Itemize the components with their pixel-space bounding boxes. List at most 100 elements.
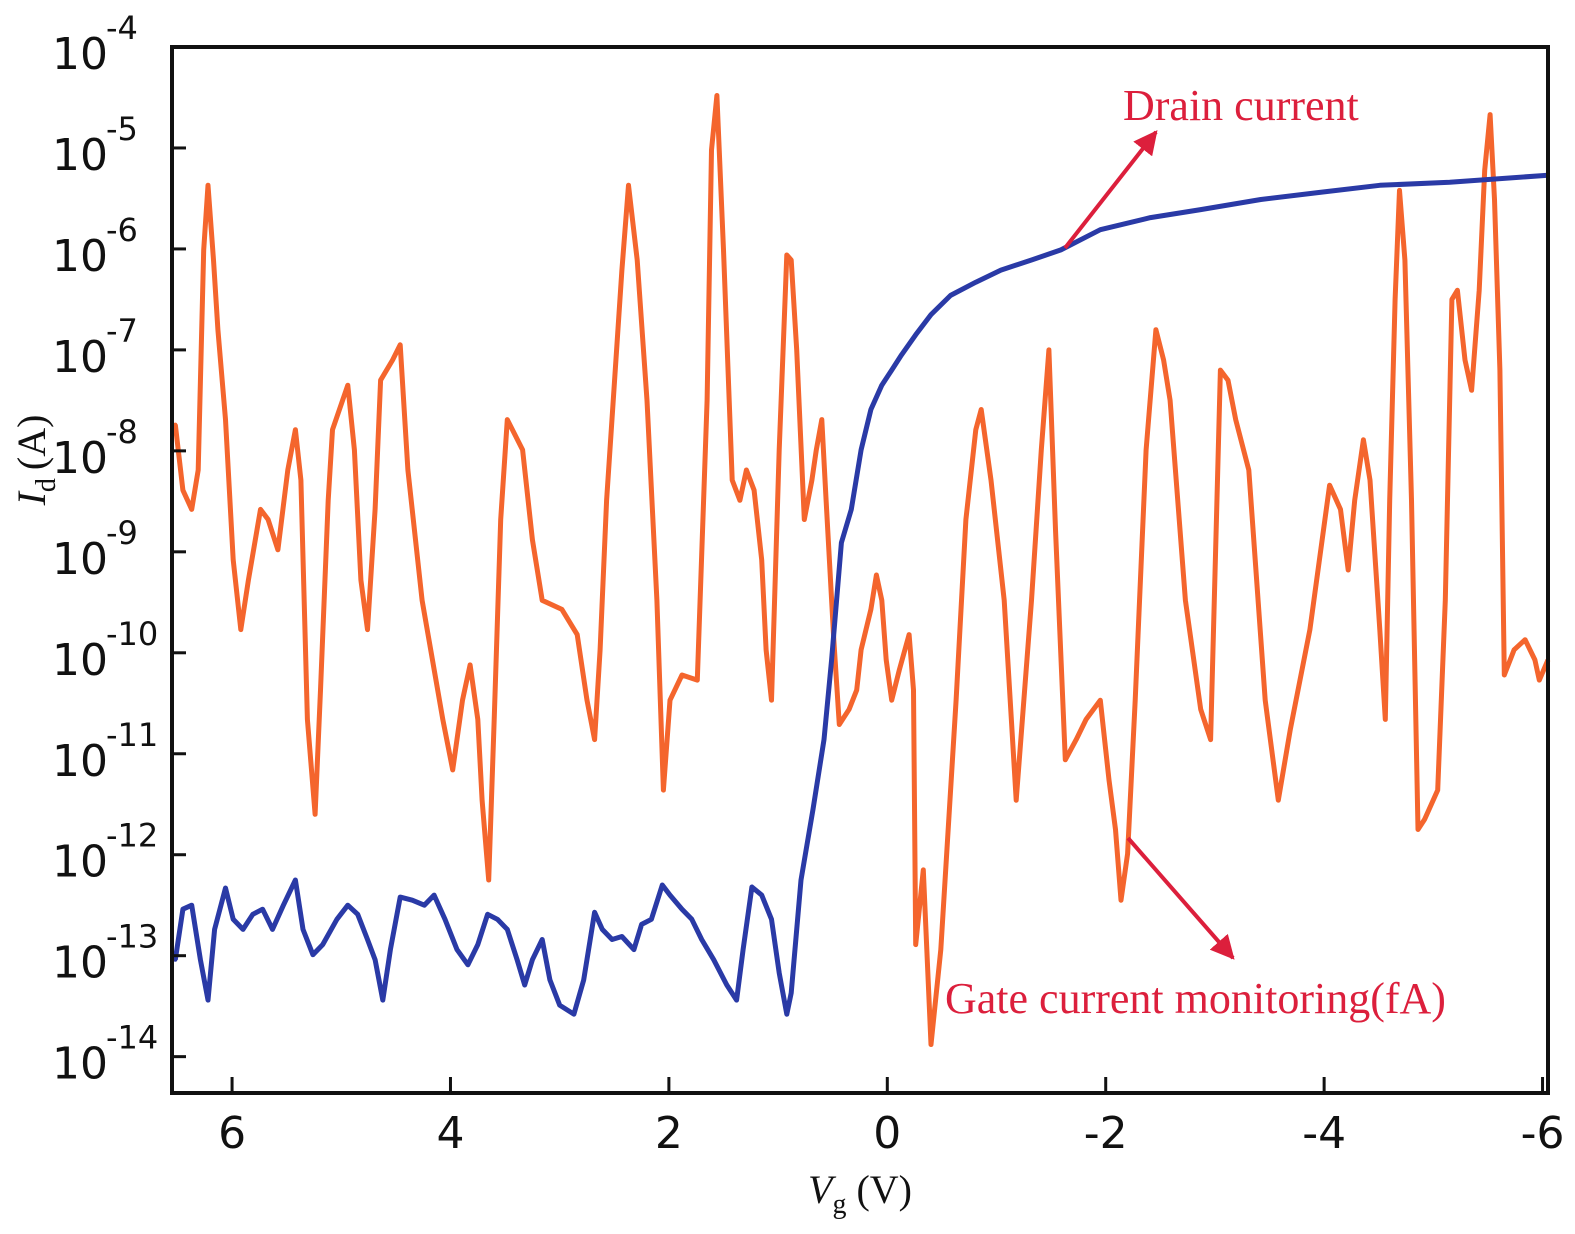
- drain-current-point: [334, 917, 339, 922]
- gate-current-monitoring-point: [180, 488, 185, 493]
- plot-frame: [170, 45, 1550, 1095]
- gate-current-monitoring-point: [1218, 368, 1223, 373]
- drain-current-point: [899, 352, 904, 357]
- gate-current-monitoring-point: [313, 812, 318, 817]
- drain-current-point: [749, 885, 754, 890]
- gate-current-monitoring-point: [450, 767, 455, 772]
- drain-current-point: [610, 937, 615, 942]
- drain-current-point: [495, 917, 500, 922]
- gate-current-monitoring-point: [1226, 378, 1231, 383]
- y-tick-exponent: -11: [106, 716, 158, 754]
- x-axis: 6 4 2 0 -2 -4 -6: [218, 1077, 1564, 1159]
- gate-current-monitoring-point: [189, 507, 194, 512]
- gate-current-monitoring-point: [498, 517, 503, 522]
- gate-current-monitoring-point: [1338, 507, 1343, 512]
- gate-current-monitoring-point: [1387, 498, 1392, 503]
- drain-current-point: [310, 952, 315, 957]
- gate-current-monitoring-point: [1383, 717, 1388, 722]
- y-tick-exponent: -4: [106, 9, 138, 47]
- x-tick-label: 0: [873, 1108, 901, 1159]
- drain-current-point: [639, 922, 644, 927]
- drain-current-point: [724, 982, 729, 987]
- gate-current-monitoring-point: [1377, 627, 1382, 632]
- gate-current-monitoring-point: [1532, 657, 1537, 662]
- gate-current-monitoring-point: [1288, 727, 1293, 732]
- drain-current-point: [281, 903, 286, 908]
- drain-current-point: [821, 737, 826, 742]
- x-axis-label: Vg (V): [808, 1167, 912, 1220]
- gate-current-monitoring-point: [1133, 698, 1138, 703]
- gate-current-monitoring-point: [1063, 757, 1068, 762]
- gate-current-monitoring-point: [285, 468, 290, 473]
- gate-current-monitoring-point: [879, 598, 884, 603]
- gate-current-monitoring-point: [635, 258, 640, 263]
- gate-current-monitoring-point: [1276, 798, 1281, 803]
- gate-current-monitoring-point: [1098, 698, 1103, 703]
- gate-current-monitoring-point: [305, 717, 310, 722]
- gate-current-monitoring-point: [626, 183, 631, 188]
- gate-current-monitoring-point: [318, 688, 323, 693]
- drain-current-point: [540, 937, 545, 942]
- gate-current-monitoring-point: [211, 258, 216, 263]
- gate-current-monitoring-point: [1346, 568, 1351, 572]
- gate-current-monitoring-point: [709, 147, 714, 152]
- gate-current-monitoring-point: [714, 93, 719, 98]
- gate-current-monitoring-point: [1084, 717, 1089, 722]
- drain-current-point: [1377, 183, 1382, 188]
- drain-current-point: [260, 907, 265, 912]
- y-tick-label: 10: [52, 231, 108, 282]
- gate-current-monitoring-point: [390, 357, 395, 362]
- gate-current-monitoring-point: [1183, 598, 1188, 603]
- gate-current-monitoring-point: [330, 427, 335, 432]
- y-tick-label: 10: [52, 938, 108, 989]
- gate-current-monitoring-point: [1046, 347, 1051, 352]
- drain-current-point: [410, 898, 415, 903]
- gate-current-monitoring-point: [921, 867, 926, 872]
- drain-current-point: [689, 917, 694, 922]
- gate-current-monitoring-point: [1074, 737, 1079, 742]
- gate-current-monitoring-point: [530, 537, 535, 542]
- y-tick-label: 10: [52, 1039, 108, 1090]
- gate-current-monitoring-point: [1488, 112, 1493, 117]
- gate-current-monitoring-point: [598, 647, 603, 652]
- y-tick-label: 10: [52, 736, 108, 787]
- gate-current-monitoring-point: [365, 627, 370, 632]
- drain-current-point: [649, 917, 654, 922]
- drain-current-point: [777, 970, 782, 975]
- drain-current-point: [973, 280, 978, 285]
- gate-current-monitoring-point: [619, 268, 624, 273]
- gate-current-monitoring-point: [1463, 357, 1468, 362]
- y-tick-exponent: -5: [106, 110, 138, 148]
- gate-current-monitoring-point: [505, 417, 510, 422]
- y-tick-exponent: -6: [106, 211, 138, 249]
- gate-current-monitoring-point: [1409, 498, 1414, 503]
- drain-current-point: [913, 332, 918, 337]
- gate-current-monitoring-point: [1053, 527, 1058, 532]
- gate-current-monitoring-point: [1263, 698, 1268, 703]
- drain-current-point: [811, 807, 816, 812]
- gate-current-monitoring-point: [238, 627, 243, 632]
- gate-current-monitoring-point: [661, 788, 666, 793]
- gate-current-monitoring-point: [258, 507, 263, 512]
- gate-current-monitoring-point: [1537, 678, 1542, 683]
- gate-current-monitoring-point: [1352, 498, 1357, 503]
- gate-current-monitoring-point: [847, 707, 852, 712]
- drain-current-point: [388, 947, 393, 952]
- gate-current-monitoring-point: [989, 478, 994, 483]
- gate-current-monitoring-point: [1422, 817, 1427, 822]
- drain-current-point: [660, 883, 665, 888]
- x-tick-label: 2: [655, 1108, 683, 1159]
- y-axis-label: Id(A): [9, 415, 62, 507]
- gate-current-monitoring-point: [206, 183, 211, 188]
- gate-current-monitoring-point: [1246, 468, 1251, 473]
- gate-current-monitoring-point: [1497, 368, 1502, 373]
- drain-current-point: [699, 937, 704, 942]
- drain-current-point: [784, 1012, 789, 1017]
- drain-current-point: [320, 942, 325, 947]
- drain-current-point: [301, 927, 306, 932]
- drain-current-point: [868, 407, 873, 412]
- gate-current-monitoring-point: [1119, 898, 1124, 903]
- gate-current-monitoring-point: [1443, 598, 1448, 603]
- drain-current-point: [380, 998, 385, 1003]
- gate-current-monitoring-point: [592, 737, 597, 742]
